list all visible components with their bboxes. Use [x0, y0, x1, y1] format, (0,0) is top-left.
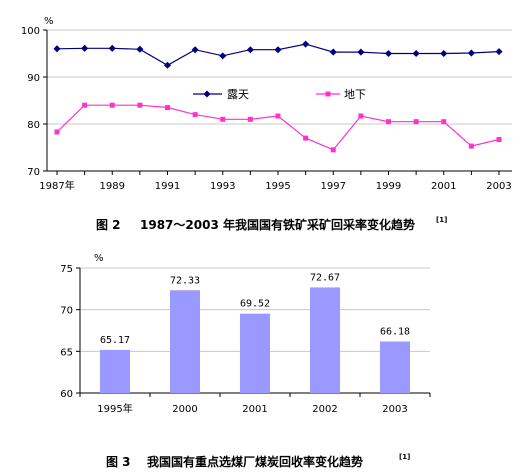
line-legend: 露天 地下: [193, 88, 366, 101]
open-pit-point: [246, 46, 254, 54]
figure3-label: 图 3: [106, 455, 131, 469]
open-pit-point: [81, 44, 89, 52]
bar: [240, 313, 270, 393]
line-y-unit: %: [44, 16, 54, 27]
bar-y-tick-label: 75: [60, 264, 73, 275]
figure3-ref: [1]: [399, 453, 410, 461]
line-x-tick-label: 1987年: [39, 179, 74, 192]
line-y-tick-label: 80: [27, 120, 40, 131]
open-pit-point: [191, 46, 199, 54]
open-pit-point: [357, 48, 365, 56]
underground-point: [247, 116, 253, 122]
open-pit-point: [412, 49, 420, 58]
open-pit-point: [302, 40, 310, 48]
legend-marker-open-pit: [203, 90, 211, 98]
bar-x-tick-label: 2001: [242, 404, 267, 415]
line-x-tick-label: 1999: [376, 181, 401, 192]
bar-y-tick-label: 65: [60, 347, 73, 358]
legend-label-underground: 地下: [344, 88, 366, 101]
open-pit-point: [467, 49, 475, 57]
underground-point: [386, 119, 391, 125]
line-y-tick-label: 100: [21, 26, 40, 37]
bar-y-tick-label: 70: [60, 306, 73, 317]
bar: [310, 287, 340, 393]
line-x-tick-label: 1993: [210, 181, 235, 192]
underground-point: [468, 143, 474, 149]
bar-data-label: 69.52: [240, 299, 270, 310]
bar-x-tick-label: 2003: [382, 404, 407, 415]
line-chart: % 70 80 90 100 1987年 1989 1991 1993 1995 1997 199…: [21, 16, 512, 232]
underground-point: [303, 135, 309, 141]
line-x-tick-label: 1995: [265, 181, 290, 192]
bar-x-tick-label: 1995年: [97, 402, 132, 415]
underground-point: [165, 105, 170, 111]
line-x-tick-label: 1997: [321, 181, 346, 192]
bar-chart: % 60 65 70 75 65.17 1995年 72.33 2000 69.52 2001 7…: [60, 253, 431, 469]
bar: [380, 341, 410, 393]
line-x-tick-label: 1989: [100, 181, 125, 192]
underground-point: [496, 137, 502, 143]
open-pit-point: [384, 49, 393, 58]
figure3-caption: 我国国有重点选煤厂煤炭回收率变化趋势: [147, 454, 363, 469]
figure2-ref: [1]: [436, 216, 447, 224]
open-pit-point: [108, 44, 116, 52]
underground-point: [413, 119, 419, 125]
underground-point: [358, 113, 364, 119]
open-pit-point: [329, 48, 337, 56]
open-pit-point: [274, 46, 282, 54]
underground-point: [82, 102, 88, 108]
bar-x-tick-label: 2002: [312, 404, 337, 415]
bar: [100, 349, 130, 393]
open-pit-point: [219, 52, 227, 60]
bar-data-label: 65.17: [100, 335, 130, 346]
figure2-caption: 1987～2003 年我国国有铁矿采矿回采率变化趋势: [140, 217, 415, 232]
underground-point: [192, 112, 198, 118]
figure2-label: 图 2: [96, 218, 121, 232]
underground-series-line: [56, 104, 500, 151]
underground-point: [220, 116, 226, 122]
legend-label-open-pit: 露天: [227, 88, 249, 101]
underground-point: [137, 102, 143, 108]
underground-point: [275, 113, 281, 119]
bar-y-unit: %: [94, 253, 104, 264]
legend-marker-underground: [325, 91, 331, 97]
line-x-tick-label: 2003: [486, 181, 511, 192]
underground-point: [109, 102, 115, 108]
underground-point: [441, 119, 447, 125]
line-y-tick-label: 90: [27, 73, 40, 84]
bar-x-tick-label: 2000: [172, 404, 197, 415]
underground-point: [330, 147, 336, 153]
open-pit-point: [53, 45, 61, 53]
bar-y-tick-label: 60: [60, 389, 73, 400]
bar-data-label: 72.33: [170, 275, 200, 286]
bar-data-label: 72.67: [310, 272, 340, 283]
bar: [170, 290, 200, 393]
open-pit-point: [495, 48, 503, 56]
line-x-tick-label: 1991: [155, 181, 180, 192]
line-y-tick-label: 70: [27, 167, 40, 178]
open-pit-point: [163, 61, 172, 69]
bar-data-label: 66.18: [380, 327, 410, 338]
line-x-tick-label: 2001: [431, 181, 456, 192]
open-pit-point: [440, 49, 448, 58]
underground-point: [54, 129, 60, 135]
open-pit-point: [136, 45, 144, 53]
